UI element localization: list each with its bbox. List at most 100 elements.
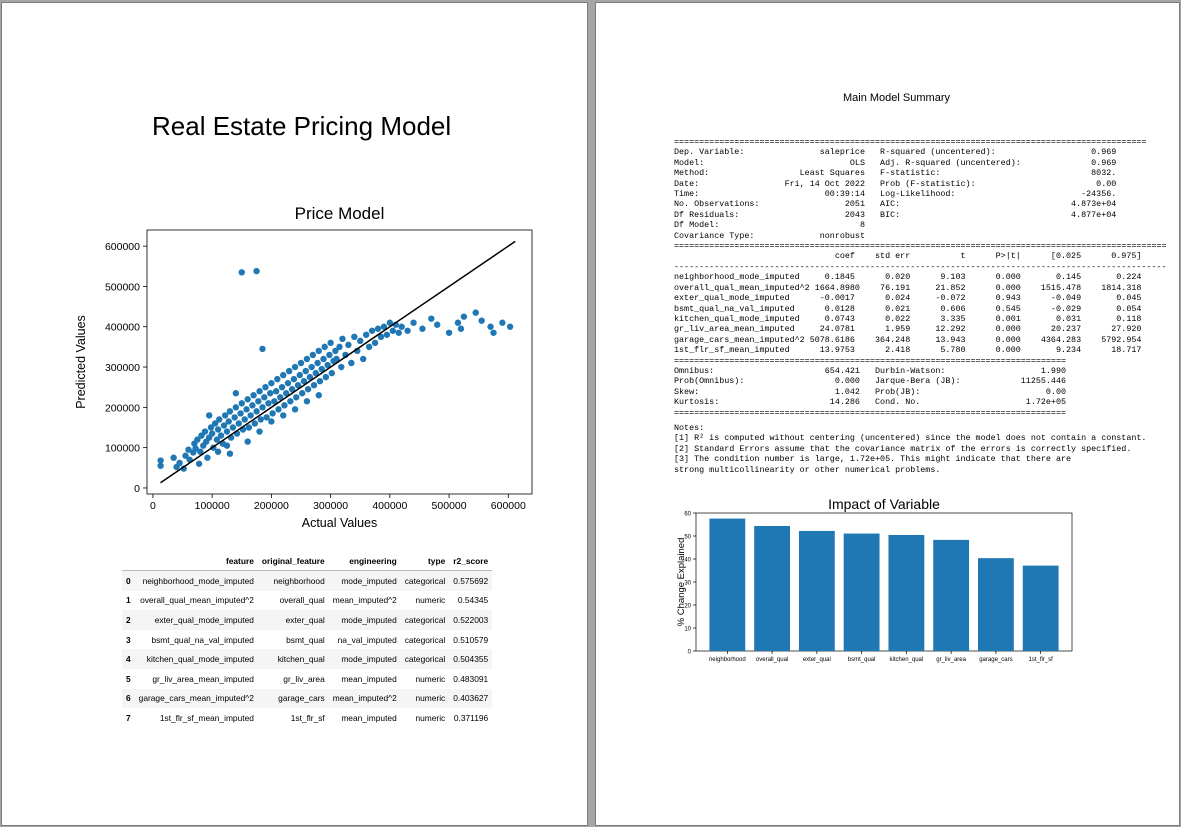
x-tick-label: 400000 [372, 500, 407, 512]
scatter-point [275, 406, 282, 413]
scatter-point [176, 459, 183, 467]
y-tick-label: 300000 [105, 362, 140, 374]
table-cell: mean_imputed [341, 712, 397, 723]
table-row: 3 bsmt_qual_na_val_imputed bsmt_qual na_val… [122, 630, 492, 650]
table-row: 5 gr_liv_area_mean_imputed gr_liv_area mean… [122, 669, 492, 689]
scatter-point [237, 410, 244, 417]
summary-title: Main Model Summary [843, 92, 950, 104]
impact-bar [709, 518, 746, 651]
column-header [122, 552, 135, 571]
feature-table-header: feature original_feature engineering type r2… [122, 552, 493, 571]
scatter-point [229, 424, 237, 431]
table-cell: kitchen_qual [257, 649, 329, 669]
scatter-point [348, 359, 355, 367]
table-cell: 5 [126, 673, 131, 684]
table-cell: categorical [404, 634, 446, 645]
scatter-point [293, 394, 300, 401]
scatter-point [217, 432, 225, 439]
scatter-point [269, 410, 276, 417]
scatter-point [395, 329, 402, 336]
scatter-point [478, 317, 485, 324]
scatter-point [336, 343, 343, 351]
y-tick-label: 400000 [105, 322, 140, 334]
table-row: 6 garage_cars_mean_imputed^2 garage_cars me… [122, 688, 493, 709]
column-header: type [400, 552, 450, 571]
scatter-point [345, 341, 352, 349]
table-cell: 0.483091 [453, 673, 489, 684]
scatter-point [365, 343, 373, 351]
scatter-point [362, 331, 370, 338]
table-cell: mean_imputed^2 [332, 595, 397, 606]
scatter-point [247, 412, 254, 419]
scatter-point [157, 457, 164, 464]
scatter-point [263, 414, 270, 421]
scatter-point [170, 454, 177, 461]
scatter-point [182, 452, 189, 459]
impact-bar [843, 533, 880, 651]
scatter-point [194, 436, 201, 443]
y-tick-label: 500000 [105, 281, 140, 293]
table-cell: 6 [122, 688, 135, 709]
x-tick-label: 100000 [195, 500, 230, 512]
scatter-point [428, 315, 435, 322]
impact-bar [888, 534, 925, 651]
table-cell: 0.504355 [449, 649, 493, 669]
scatter-point [261, 394, 268, 401]
scatter-point [272, 388, 280, 395]
report-page-1: Real Estate Pricing Model Price Model 0 10… [1, 2, 588, 826]
table-cell: 0 [122, 570, 135, 591]
x-tick-label: 0 [150, 500, 156, 512]
scatter-point [351, 333, 358, 341]
scatter-point [454, 319, 462, 326]
scatter-point [208, 430, 216, 437]
bar-category-label: overall_qual [756, 657, 788, 663]
scatter-point [235, 420, 243, 427]
y-tick-label: 600000 [105, 241, 140, 253]
table-cell: categorical [400, 649, 450, 669]
column-header: feature [134, 552, 258, 571]
table-cell: gr_liv_area_mean_imputed [152, 673, 254, 684]
bar-y-tick-label: 0 [688, 650, 692, 656]
column-header: original_feature [257, 552, 329, 571]
scatter-point [410, 319, 417, 326]
table-cell: mode_imputed [328, 570, 401, 591]
scatter-point [309, 351, 317, 359]
scatter-point [253, 267, 260, 275]
scatter-point [380, 323, 388, 330]
bar-y-axis-label: % Change Explained [676, 538, 687, 627]
x-tick-label: 500000 [432, 500, 467, 512]
scatter-point [310, 381, 318, 389]
scatter-point [207, 424, 215, 431]
table-cell: 1st_flr_sf_mean_imputed [159, 712, 254, 723]
table-cell: neighborhood [257, 570, 329, 591]
scatter-point [506, 323, 514, 330]
table-cell: kitchen_qual_mode_imputed [134, 649, 258, 669]
bar-category-label: exter_qual [803, 657, 831, 663]
ols-notes: Notes: [1] R² is computed without center… [674, 423, 1147, 475]
scatter-point [321, 343, 328, 351]
scatter-point [268, 418, 275, 425]
report-title: Real Estate Pricing Model [152, 111, 452, 141]
scatter-point [434, 321, 441, 328]
scatter-point [277, 394, 284, 401]
scatter-point [333, 355, 340, 363]
ols-summary: ========================================… [674, 137, 1167, 418]
scatter-point [223, 428, 231, 435]
scatter-point [386, 319, 394, 326]
scatter-point [327, 339, 334, 347]
bar-category-label: kitchen_qual [890, 657, 924, 663]
scatter-point [472, 309, 479, 316]
table-row: 2 exter_qual_mode_imputed exter_qual mode_i… [122, 610, 493, 630]
table-cell: na_val_imputed [337, 634, 397, 645]
scatter-point [243, 406, 250, 413]
table-cell: exter_qual [257, 610, 329, 630]
x-tick-label: 300000 [313, 500, 348, 512]
table-cell: 3 [126, 634, 131, 645]
impact-bar [754, 525, 790, 651]
scatter-point [238, 400, 245, 407]
scatter-point [318, 365, 325, 373]
table-row: 1 overall_qual_mean_imputed^2 overall_qual… [122, 591, 492, 611]
scatter-point [296, 371, 304, 379]
bar-plot-frame [695, 512, 1073, 652]
scatter-point [285, 367, 293, 375]
